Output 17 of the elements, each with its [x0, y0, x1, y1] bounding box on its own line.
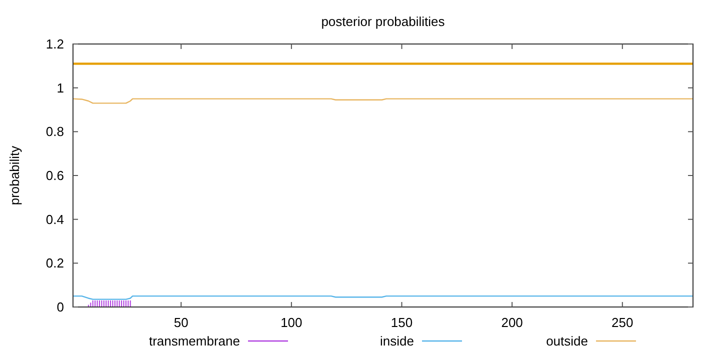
x-tick-label: 250	[612, 315, 634, 330]
y-tick-label: 1.2	[46, 36, 64, 52]
x-tick-label: 50	[174, 315, 188, 330]
legend-label: outside	[546, 334, 588, 348]
x-tick-label: 150	[390, 315, 413, 330]
y-tick-label: 0	[56, 300, 64, 314]
x-tick-label: 100	[280, 315, 302, 330]
y-tick-label: 0.8	[46, 124, 64, 140]
legend-label: transmembrane	[148, 334, 240, 348]
chart-title: posterior probabilities	[321, 14, 446, 29]
y-axis-title: probability	[7, 145, 22, 206]
x-tick-label: 200	[501, 315, 523, 330]
y-tick-label: 0.4	[46, 212, 64, 227]
legend-label: inside	[380, 334, 414, 348]
y-tick-label: 1	[56, 80, 64, 96]
y-tick-label: 0.6	[46, 168, 64, 183]
y-tick-label: 0.2	[46, 256, 64, 271]
